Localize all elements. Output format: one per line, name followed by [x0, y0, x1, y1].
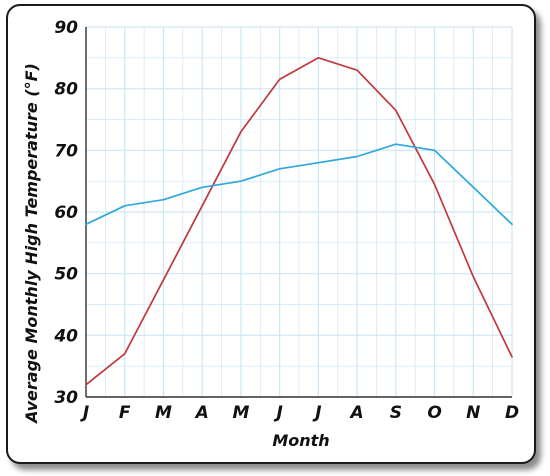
y-tick-label: 40 [53, 326, 78, 346]
y-axis-title: Average Monthly High Temperature (°F) [22, 63, 41, 425]
chart-frame [6, 4, 536, 464]
y-tick-label: 30 [54, 388, 78, 408]
plot-axes [85, 27, 512, 398]
grid-lines [85, 26, 513, 398]
series-lines [85, 56, 513, 386]
x-tick-label: O [427, 403, 441, 423]
x-tick-label: J [80, 403, 89, 423]
y-tick-label: 80 [54, 80, 78, 100]
y-tick-label: 60 [54, 203, 78, 223]
x-tick-label: S [390, 403, 402, 423]
x-tick-label: J [312, 403, 321, 423]
x-tick-label: M [232, 403, 249, 423]
series-line-2 [85, 143, 513, 226]
x-tick-label: A [349, 403, 364, 423]
y-tick-label: 50 [54, 265, 78, 285]
x-tick-label: D [505, 403, 519, 423]
y-tick-labels: 30 40 50 60 70 80 90 [53, 18, 78, 408]
x-axis-title: Month [272, 431, 329, 450]
x-tick-label: M [155, 403, 172, 423]
x-tick-label: N [466, 403, 480, 423]
series-line-1 [85, 56, 513, 386]
y-tick-label: 90 [54, 18, 78, 38]
x-tick-label: F [119, 403, 131, 423]
x-tick-label: J [273, 403, 282, 423]
x-tick-label: A [194, 403, 209, 423]
y-tick-label: 70 [54, 141, 78, 161]
